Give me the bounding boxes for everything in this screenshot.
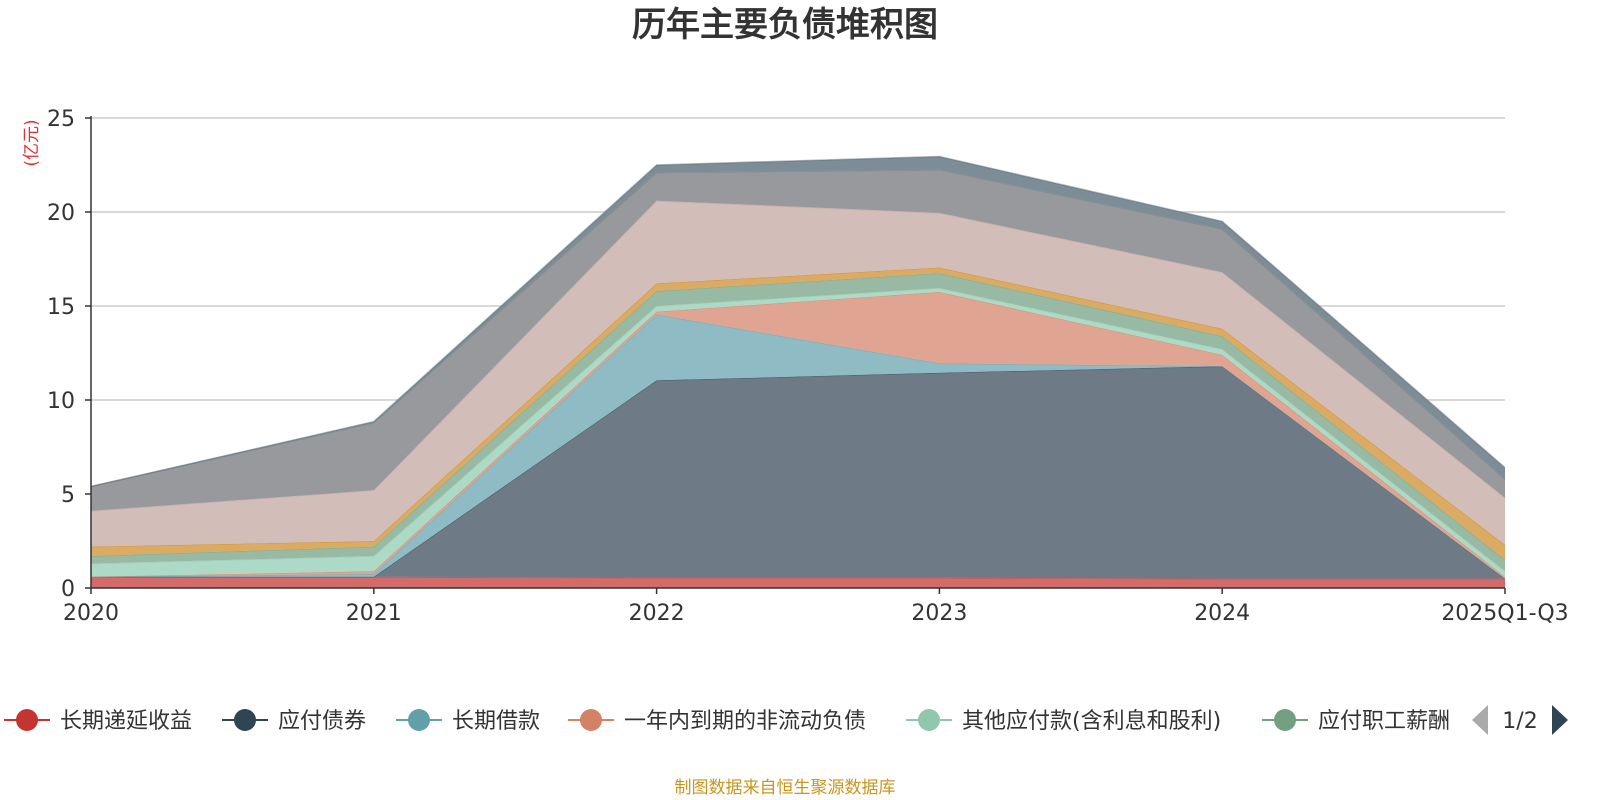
legend-next-icon[interactable] [1552, 705, 1568, 735]
x-tick-label: 2021 [346, 601, 402, 626]
legend-clip [1452, 700, 1470, 740]
legend-label: 应付职工薪酬 [1318, 709, 1450, 734]
legend-item[interactable]: 长期借款 [396, 709, 540, 734]
y-tick-label: 0 [61, 577, 75, 602]
legend-marker [234, 709, 256, 731]
y-tick-label: 15 [47, 295, 75, 320]
legend-label: 长期递延收益 [60, 709, 192, 734]
x-tick-label: 2023 [911, 601, 967, 626]
legend-marker [1274, 709, 1296, 731]
legend-marker [16, 709, 38, 731]
legend-item[interactable]: 应付债券 [222, 709, 366, 734]
area-series-4 [91, 288, 1505, 577]
area-series-8 [91, 169, 1505, 511]
legend-label: 其他应付款(含利息和股利) [962, 709, 1221, 734]
area-series-2 [91, 314, 1505, 579]
y-tick-label: 10 [47, 389, 75, 414]
line-series-9 [90, 155, 1506, 488]
source-note: 制图数据来自恒生聚源数据库 [675, 778, 896, 798]
legend-marker [918, 709, 940, 731]
legend-marker [580, 709, 602, 731]
chart-title: 历年主要负债堆积图 [632, 5, 938, 45]
series-areas [90, 155, 1506, 588]
legend-label: 应付债券 [278, 709, 366, 734]
y-axis-label: (亿元) [22, 119, 42, 166]
x-tick-label: 2020 [63, 601, 119, 626]
legend-item[interactable]: 一年内到期的非流动负债 [568, 709, 866, 734]
legend-marker [408, 709, 430, 731]
legend-item[interactable]: 应付职工薪酬 [1262, 709, 1450, 734]
x-tick-label: 2025Q1-Q3 [1441, 601, 1568, 626]
legend-label: 长期借款 [452, 709, 540, 734]
area-series-1 [91, 366, 1505, 579]
y-tick-label: 20 [47, 201, 75, 226]
x-tick-label: 2024 [1194, 601, 1250, 626]
legend-prev-icon[interactable] [1472, 705, 1488, 735]
y-tick-label: 5 [61, 483, 75, 508]
area-series-7 [91, 200, 1505, 547]
legend: 长期递延收益 应付债券 长期借款 一年内到期的非流动负债 其他应付款(含利息和股利) 应付… [4, 700, 1568, 740]
area-series-3 [91, 291, 1505, 579]
legend-page-indicator: 1/2 [1502, 709, 1537, 734]
legend-label: 一年内到期的非流动负债 [624, 709, 866, 734]
legend-item[interactable]: 其他应付款(含利息和股利) [906, 709, 1221, 734]
x-tick-label: 2022 [629, 601, 685, 626]
axes: 0 5 10 15 20 25 2020 2021 2022 2023 2024 2025Q1-Q3 [47, 107, 1569, 626]
area-series-0 [91, 576, 1505, 588]
y-tick-label: 25 [47, 107, 75, 132]
legend-item[interactable]: 长期递延收益 [4, 709, 192, 734]
